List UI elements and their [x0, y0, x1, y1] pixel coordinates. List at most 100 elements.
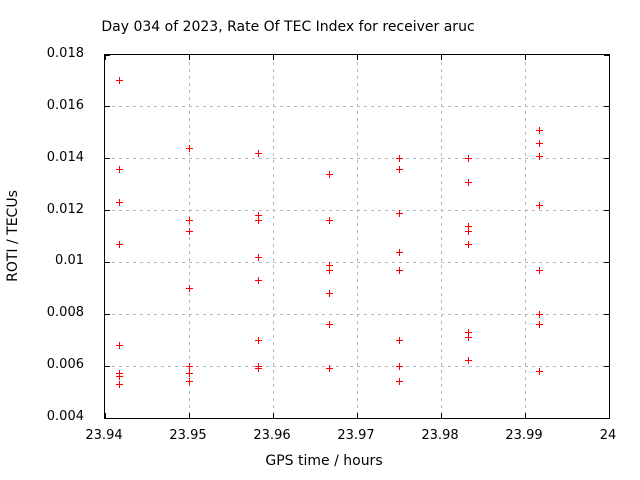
- left-tick-mark: [105, 313, 110, 315]
- data-point-marker: [535, 201, 543, 209]
- bottom-tick-mark: [188, 413, 190, 418]
- bottom-tick-mark: [524, 413, 526, 418]
- data-point-marker: [255, 277, 263, 285]
- data-point-marker: [465, 222, 473, 230]
- data-point-marker: [535, 321, 543, 329]
- bottom-tick-mark: [104, 413, 106, 418]
- data-point-marker: [255, 212, 263, 220]
- data-point-marker: [325, 365, 333, 373]
- v-gridline: [356, 55, 358, 418]
- data-point-marker: [185, 217, 193, 225]
- right-tick-mark: [604, 365, 609, 367]
- data-point-marker: [395, 266, 403, 274]
- data-point-marker: [535, 126, 543, 134]
- top-tick-mark: [356, 55, 358, 60]
- data-point-marker: [465, 357, 473, 365]
- data-point-marker: [395, 362, 403, 370]
- x-tick-label: 23.97: [337, 428, 375, 443]
- v-gridline: [524, 55, 526, 418]
- data-point-marker: [255, 253, 263, 261]
- data-point-marker: [465, 328, 473, 336]
- left-tick-mark: [105, 158, 110, 160]
- bottom-tick-mark: [272, 413, 274, 418]
- right-tick-mark: [604, 261, 609, 263]
- data-point-marker: [395, 336, 403, 344]
- data-point-marker: [465, 178, 473, 186]
- data-point-marker: [325, 321, 333, 329]
- data-point-marker: [325, 217, 333, 225]
- data-point-marker: [115, 380, 123, 388]
- y-tick-label: 0.014: [46, 149, 84, 165]
- x-axis-label: GPS time / hours: [265, 453, 383, 469]
- y-tick-label: 0.004: [46, 409, 84, 424]
- v-gridline: [188, 55, 190, 418]
- y-tick-label: 0.012: [46, 201, 84, 217]
- x-tick-label: 23.96: [253, 428, 291, 443]
- data-point-marker: [395, 155, 403, 163]
- x-tick-label: 24: [599, 428, 617, 443]
- y-tick-label: 0.008: [46, 305, 84, 321]
- left-tick-mark: [105, 261, 110, 263]
- data-point-marker: [185, 284, 193, 292]
- left-tick-mark: [105, 210, 110, 212]
- right-tick-mark: [604, 210, 609, 212]
- v-gridline: [272, 55, 274, 418]
- y-tick-label: 0.006: [46, 357, 84, 373]
- v-gridline: [440, 55, 442, 418]
- bottom-tick-mark: [356, 413, 358, 418]
- left-tick-mark: [105, 54, 110, 56]
- top-tick-mark: [608, 55, 610, 60]
- data-point-marker: [465, 155, 473, 163]
- x-tick-label: 23.99: [505, 428, 543, 443]
- right-tick-mark: [604, 106, 609, 108]
- data-point-marker: [465, 227, 473, 235]
- data-point-marker: [535, 266, 543, 274]
- data-point-marker: [535, 367, 543, 375]
- data-point-marker: [395, 165, 403, 173]
- data-point-marker: [465, 240, 473, 248]
- chart-title: Day 034 of 2023, Rate Of TEC Index for r…: [101, 19, 475, 35]
- data-point-marker: [255, 150, 263, 158]
- data-point-marker: [115, 341, 123, 349]
- top-tick-mark: [524, 55, 526, 60]
- y-tick-label: 0.01: [55, 253, 84, 269]
- top-tick-mark: [272, 55, 274, 60]
- data-point-marker: [185, 227, 193, 235]
- data-point-marker: [115, 165, 123, 173]
- y-tick-label: 0.016: [46, 97, 84, 113]
- left-tick-mark: [105, 106, 110, 108]
- data-point-marker: [255, 217, 263, 225]
- data-point-marker: [115, 199, 123, 207]
- data-point-marker: [255, 336, 263, 344]
- data-point-marker: [115, 373, 123, 380]
- data-point-marker: [535, 139, 543, 147]
- right-tick-mark: [604, 417, 609, 419]
- x-tick-label: 23.95: [169, 428, 207, 443]
- x-tick-label: 23.98: [421, 428, 459, 443]
- data-point-marker: [115, 240, 123, 248]
- data-point-marker: [395, 248, 403, 256]
- data-point-marker: [325, 170, 333, 178]
- data-point-marker: [465, 334, 473, 342]
- top-tick-mark: [440, 55, 442, 60]
- plot-area: [104, 54, 610, 419]
- data-point-marker: [325, 266, 333, 274]
- data-point-marker: [255, 365, 263, 373]
- x-tick-label: 23.94: [85, 428, 123, 443]
- left-tick-mark: [105, 365, 110, 367]
- bottom-tick-mark: [440, 413, 442, 418]
- data-point-marker: [395, 378, 403, 386]
- top-tick-mark: [188, 55, 190, 60]
- bottom-tick-mark: [608, 413, 610, 418]
- data-point-marker: [185, 370, 193, 378]
- data-point-marker: [115, 77, 123, 85]
- data-point-marker: [535, 310, 543, 318]
- data-point-marker: [185, 144, 193, 152]
- y-tick-label: 0.018: [46, 46, 84, 61]
- top-tick-mark: [104, 55, 106, 60]
- data-point-marker: [185, 362, 193, 370]
- data-point-marker: [325, 261, 333, 269]
- data-point-marker: [325, 290, 333, 298]
- data-point-marker: [185, 378, 193, 386]
